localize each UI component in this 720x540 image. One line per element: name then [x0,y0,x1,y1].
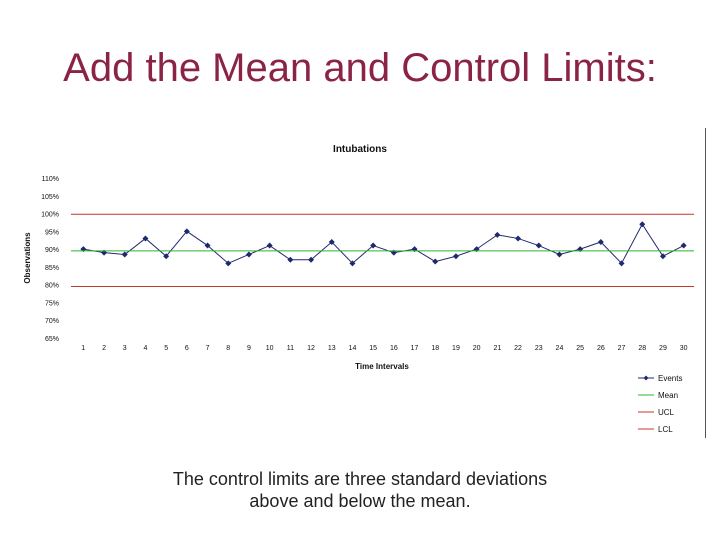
data-point [370,242,377,249]
x-axis-ticks: 1 2 3 4 5 6 7 8 9 10 11 12 13 14 15 16 17 18 19 20 21 22 23 24 2… [81,345,687,352]
x-tick-label: 1 [81,345,85,352]
legend-label: LCL [658,425,673,434]
y-axis-label: Observations [23,232,32,284]
data-point [287,256,294,263]
data-point [163,253,170,260]
x-axis-label: Time Intervals [355,362,409,371]
data-point [308,256,315,263]
x-tick-label: 3 [123,345,127,352]
data-point [535,242,542,249]
plot-area [71,213,694,287]
x-tick-label: 14 [349,345,357,352]
x-tick-label: 8 [226,345,230,352]
data-point [432,258,439,265]
data-point [225,260,232,267]
data-point [618,260,625,267]
data-point [121,251,128,258]
x-tick-label: 25 [576,345,584,352]
data-point [204,242,211,249]
x-tick-label: 24 [556,345,564,352]
x-tick-label: 4 [143,345,147,352]
y-tick-label: 100% [41,212,59,219]
data-point [515,235,522,242]
x-tick-label: 7 [206,345,210,352]
x-tick-label: 17 [411,345,419,352]
x-tick-label: 28 [638,345,646,352]
legend-marker [643,375,649,381]
data-point [639,221,646,228]
data-point [390,249,397,256]
x-tick-label: 22 [514,345,522,352]
x-tick-label: 5 [164,345,168,352]
x-tick-label: 11 [287,345,294,352]
data-point [452,253,459,260]
data-point [494,231,501,238]
x-tick-label: 20 [473,345,481,352]
y-tick-label: 90% [45,247,59,254]
x-tick-label: 12 [307,345,315,352]
data-point [556,251,563,258]
x-tick-label: 29 [659,345,667,352]
x-tick-label: 9 [247,345,251,352]
x-tick-label: 18 [431,345,439,352]
legend-label: Events [658,374,682,383]
caption-line-1: The control limits are three standard de… [172,469,548,489]
x-tick-label: 27 [618,345,626,352]
caption-line-2: above and below the mean. [249,491,471,511]
data-point [266,242,273,249]
x-tick-label: 19 [452,345,460,352]
y-tick-label: 95% [45,229,59,236]
y-axis-ticks: 65% 70% 75% 80% 85% 90% 95% 100% 105% 110% [41,176,59,343]
data-point [659,253,666,260]
legend-label: UCL [658,408,675,417]
x-tick-label: 10 [266,345,274,352]
caption: The control limits are three standard de… [60,468,660,512]
x-tick-label: 26 [597,345,605,352]
data-point [183,228,190,235]
x-tick-label: 15 [369,345,377,352]
y-tick-label: 110% [42,176,59,183]
chart-title: Intubations [333,144,387,155]
x-tick-label: 2 [102,345,106,352]
y-tick-label: 65% [45,336,59,343]
y-tick-label: 75% [45,300,59,307]
legend-label: Mean [658,391,678,400]
x-tick-label: 30 [680,345,688,352]
slide-title: Add the Mean and Control Limits: [63,46,657,90]
data-point [245,251,252,258]
x-tick-label: 21 [493,345,501,352]
control-chart: Intubations Observations Time Intervals … [23,144,694,434]
data-point [142,235,149,242]
y-tick-label: 70% [45,318,59,325]
x-tick-label: 16 [390,345,398,352]
y-tick-label: 105% [41,194,59,201]
data-point [101,249,108,256]
data-point [597,239,604,245]
data-point [349,260,356,267]
x-tick-label: 6 [185,345,189,352]
data-point [328,239,335,245]
y-tick-label: 80% [45,283,59,290]
x-tick-label: 23 [535,345,543,352]
series-line-events [83,223,684,265]
legend: Events Mean UCL LCL [638,374,682,434]
y-tick-label: 85% [45,265,59,272]
frame-divider [705,128,706,438]
x-tick-label: 13 [328,345,336,352]
data-point [680,242,687,249]
